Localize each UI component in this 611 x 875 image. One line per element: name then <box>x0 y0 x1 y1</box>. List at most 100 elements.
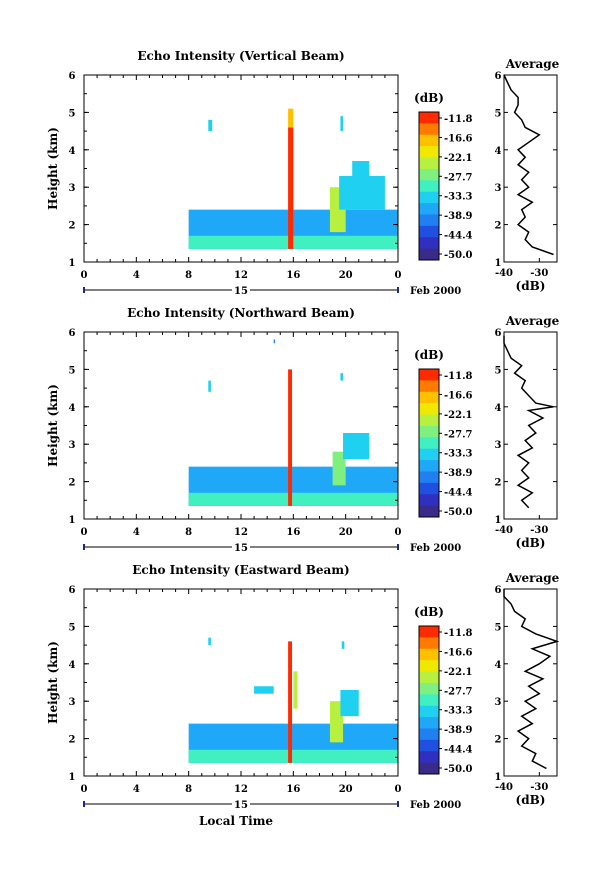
average-title: Average <box>505 314 560 328</box>
colorbar-swatch <box>419 225 439 238</box>
average-y-tick-label: 4 <box>495 660 502 671</box>
colorbar-swatch <box>419 203 439 215</box>
heatmap-cell <box>341 641 345 649</box>
average-x-label: (dB) <box>516 793 546 807</box>
average-profile-line <box>503 74 554 256</box>
colorbar-swatch <box>419 425 439 438</box>
colorbar-frame <box>418 111 440 261</box>
y-tick-label: 3 <box>69 440 76 451</box>
colorbar-swatch <box>419 637 439 650</box>
heatmap-cell <box>273 339 276 344</box>
average-y-tick-label: 3 <box>495 183 502 194</box>
colorbar: (dB)-11.8 -16.6 -22.1 -27.7 -33.3 -38.9 -44.4 -… <box>414 605 472 775</box>
heatmap-cell <box>288 641 293 763</box>
average-y-tick-label: 6 <box>495 328 502 339</box>
average-x-tick-label: -30 <box>530 782 548 793</box>
heatmap-cell <box>288 108 294 128</box>
heatmap-cell <box>340 116 344 132</box>
average-title: Average <box>505 57 560 71</box>
colorbar-tick-label: -38.9 <box>444 211 473 222</box>
heatmap-cell <box>340 373 344 381</box>
colorbar-swatch <box>419 739 439 752</box>
average-frame <box>503 74 558 263</box>
day-label-bg <box>232 798 250 810</box>
heatmap-cell <box>343 432 370 460</box>
colorbar-swatch <box>419 237 439 250</box>
heatmap-cell <box>352 161 370 176</box>
x-axis-label: Local Time <box>199 814 273 828</box>
colorbar-tick-label: -44.4 <box>444 488 473 499</box>
colorbar-swatch <box>419 414 439 427</box>
x-tick-label: 12 <box>234 784 248 795</box>
heatmap-cell <box>254 686 274 694</box>
heatmap-cells <box>188 108 398 249</box>
average-x-tick-label: -30 <box>530 525 548 536</box>
colorbar-swatch <box>419 180 439 193</box>
colorbar-frame <box>418 368 440 518</box>
colorbar-tick-label: -16.6 <box>444 133 473 144</box>
x-tick-label: 0 <box>81 527 88 538</box>
average-x-label: (dB) <box>516 536 546 550</box>
average-profile: Average 1 2 3 4 5 6 -40 -30(dB) <box>495 57 560 293</box>
x-tick-label: 4 <box>133 270 140 281</box>
x-tick-label: 12 <box>234 527 248 538</box>
panel-1: Echo Intensity (Vertical Beam)123456Heig… <box>46 49 560 297</box>
y-tick-label: 1 <box>69 772 76 783</box>
y-tick-label: 2 <box>69 221 76 232</box>
y-tick-label: 1 <box>69 258 76 269</box>
heatmap-cell <box>339 175 385 210</box>
average-y-tick-label: 4 <box>495 146 502 157</box>
month-year-label: Feb 2000 <box>410 543 461 554</box>
colorbar-swatch <box>419 728 439 741</box>
colorbar-frame <box>418 625 440 775</box>
y-axis-label: Height (km) <box>46 641 60 724</box>
average-y-tick-label: 2 <box>495 221 502 232</box>
heatmap-cells <box>188 339 398 506</box>
x-tick-label: 8 <box>185 270 192 281</box>
colorbar-tick-label: -44.4 <box>444 231 473 242</box>
colorbar-swatch <box>419 168 439 181</box>
average-y-tick-label: 5 <box>495 622 502 633</box>
average-x-tick-label: -40 <box>495 268 513 279</box>
y-axis-label: Height (km) <box>46 127 60 210</box>
colorbar-swatch <box>419 134 439 147</box>
colorbar-swatch <box>419 717 439 729</box>
day-label-bg <box>232 284 250 296</box>
heatmap-cells <box>188 637 398 763</box>
average-frame <box>503 331 558 520</box>
average-y-tick-label: 3 <box>495 697 502 708</box>
colorbar-tick-label: -11.8 <box>444 628 473 639</box>
colorbar-swatch <box>419 437 439 450</box>
colorbar-swatch <box>419 626 439 638</box>
average-x-tick-label: -40 <box>495 782 513 793</box>
average-x-label: (dB) <box>516 279 546 293</box>
colorbar-swatch <box>419 112 439 124</box>
colorbar-swatch <box>419 391 439 404</box>
colorbar-swatch <box>419 494 439 507</box>
average-x-tick-label: -30 <box>530 268 548 279</box>
heatmap-cell <box>340 689 359 717</box>
colorbar-tick-label: -50.0 <box>444 250 473 261</box>
colorbar-swatch <box>419 380 439 393</box>
heatmap-cell <box>288 369 293 506</box>
colorbar-swatch <box>419 671 439 684</box>
average-y-tick-label: 1 <box>495 515 502 526</box>
colorbar-swatch <box>419 123 439 136</box>
colorbar-unit: (dB) <box>414 605 444 619</box>
colorbar-swatch <box>419 157 439 170</box>
day-label: 15 <box>234 286 248 297</box>
colorbar-tick-label: -27.7 <box>444 686 473 697</box>
colorbar-swatch <box>419 146 439 159</box>
average-y-tick-label: 1 <box>495 772 502 783</box>
panel-title: Echo Intensity (Eastward Beam) <box>132 563 349 577</box>
y-tick-label: 6 <box>69 71 76 82</box>
colorbar: (dB)-11.8 -16.6 -22.1 -27.7 -33.3 -38.9 -44.4 -… <box>414 91 472 261</box>
heatmap-cell <box>208 380 211 392</box>
colorbar-tick-label: -38.9 <box>444 468 473 479</box>
colorbar-swatch <box>419 403 439 416</box>
average-y-tick-label: 4 <box>495 403 502 414</box>
y-tick-label: 1 <box>69 515 76 526</box>
colorbar-swatch <box>419 460 439 472</box>
x-tick-label: 20 <box>339 270 353 281</box>
average-profile: Average 1 2 3 4 5 6 -40 -30(dB) <box>495 314 560 550</box>
